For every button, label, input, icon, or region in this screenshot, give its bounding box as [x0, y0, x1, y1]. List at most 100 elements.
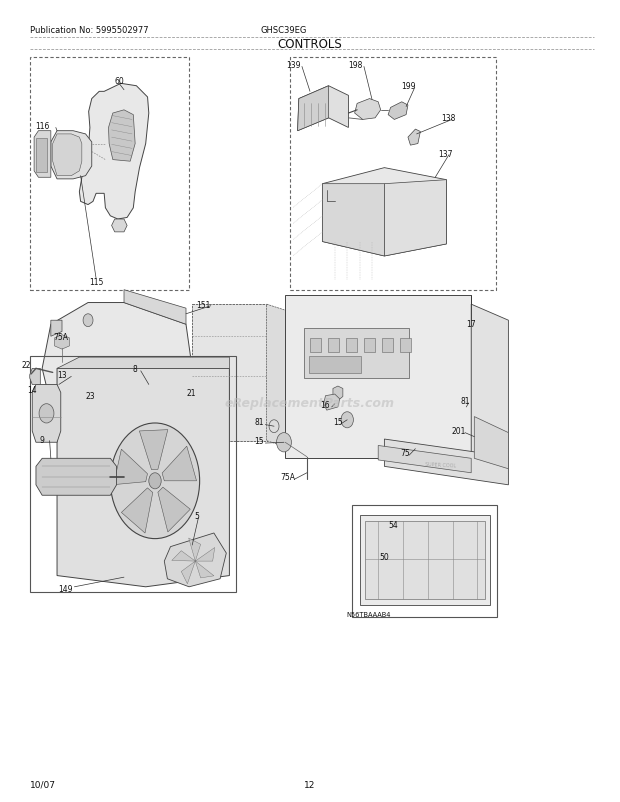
Polygon shape [322, 184, 384, 257]
Bar [352, 505, 497, 618]
Polygon shape [51, 321, 62, 337]
Polygon shape [360, 515, 490, 606]
Text: 8: 8 [133, 364, 138, 374]
Circle shape [341, 412, 353, 428]
Polygon shape [122, 488, 153, 533]
Text: 151: 151 [196, 300, 211, 310]
Text: 15: 15 [333, 417, 343, 427]
Polygon shape [162, 447, 197, 481]
Text: 54: 54 [388, 520, 398, 530]
Circle shape [269, 420, 279, 433]
Text: Publication No: 5995502977: Publication No: 5995502977 [30, 26, 148, 35]
Text: 115: 115 [89, 277, 104, 287]
Polygon shape [164, 533, 226, 587]
Circle shape [83, 314, 93, 327]
Polygon shape [57, 369, 229, 587]
Polygon shape [192, 305, 267, 441]
Polygon shape [32, 385, 61, 443]
Circle shape [39, 404, 54, 423]
Polygon shape [285, 295, 471, 459]
Text: 81: 81 [460, 396, 470, 406]
Polygon shape [140, 430, 168, 470]
Polygon shape [188, 538, 201, 561]
Polygon shape [79, 84, 149, 220]
Text: 23: 23 [85, 391, 95, 401]
Text: 139: 139 [286, 61, 301, 71]
Polygon shape [53, 135, 82, 176]
Bar [30, 58, 189, 290]
Polygon shape [55, 335, 69, 350]
Polygon shape [378, 446, 471, 473]
Text: 10/07: 10/07 [30, 780, 56, 789]
Polygon shape [195, 561, 214, 578]
Text: 199: 199 [401, 82, 415, 91]
Polygon shape [124, 290, 186, 325]
Text: 15: 15 [254, 436, 264, 446]
Text: 81: 81 [254, 417, 264, 427]
Text: 75: 75 [401, 448, 410, 458]
Polygon shape [34, 132, 51, 178]
Polygon shape [328, 338, 339, 353]
Polygon shape [384, 439, 508, 485]
Circle shape [149, 473, 161, 489]
Text: 75A: 75A [53, 332, 68, 342]
Polygon shape [322, 168, 446, 257]
Polygon shape [113, 450, 148, 485]
Polygon shape [364, 338, 375, 353]
Polygon shape [172, 551, 195, 561]
Polygon shape [355, 99, 381, 120]
Polygon shape [382, 338, 393, 353]
Polygon shape [36, 459, 117, 496]
Polygon shape [346, 338, 357, 353]
Text: 198: 198 [348, 61, 363, 71]
Polygon shape [384, 180, 446, 257]
Text: 21: 21 [186, 388, 196, 398]
Polygon shape [195, 548, 215, 561]
Bar [36, 139, 47, 172]
Polygon shape [158, 488, 190, 533]
Text: 5: 5 [195, 511, 200, 520]
Text: 13: 13 [57, 371, 67, 380]
Polygon shape [30, 369, 40, 385]
Circle shape [277, 433, 291, 452]
Polygon shape [298, 87, 329, 132]
Text: 16: 16 [321, 400, 330, 410]
Text: 75A: 75A [281, 472, 296, 482]
Polygon shape [324, 395, 340, 411]
Polygon shape [267, 305, 291, 449]
Text: N56TBAAAB4: N56TBAAAB4 [346, 611, 391, 618]
Polygon shape [333, 387, 343, 401]
Polygon shape [112, 220, 127, 233]
Text: 60: 60 [114, 77, 124, 87]
Text: CONTROLS: CONTROLS [278, 38, 342, 51]
Polygon shape [310, 338, 321, 353]
Text: 201: 201 [451, 426, 466, 435]
Bar [30, 357, 236, 592]
Text: 149: 149 [58, 584, 73, 593]
Polygon shape [57, 358, 229, 369]
Text: 9: 9 [40, 435, 45, 444]
Text: GHSC39EG: GHSC39EG [260, 26, 307, 35]
Text: eReplacementParts.com: eReplacementParts.com [225, 396, 395, 409]
Polygon shape [471, 305, 508, 469]
Polygon shape [181, 561, 195, 584]
Polygon shape [298, 87, 348, 132]
Polygon shape [388, 103, 408, 120]
Bar [309, 356, 361, 374]
Polygon shape [73, 388, 93, 406]
Text: 116: 116 [35, 122, 50, 132]
Text: 22: 22 [21, 360, 31, 370]
Polygon shape [108, 111, 135, 162]
Circle shape [110, 423, 200, 539]
Polygon shape [365, 521, 485, 599]
Text: 138: 138 [441, 114, 456, 124]
Bar [290, 58, 496, 290]
Polygon shape [304, 329, 409, 379]
Text: 50: 50 [379, 552, 389, 561]
Text: 12: 12 [304, 780, 316, 789]
Polygon shape [408, 130, 420, 146]
Text: 14: 14 [27, 385, 37, 395]
Polygon shape [51, 132, 92, 180]
Text: 137: 137 [438, 149, 453, 159]
Polygon shape [474, 417, 508, 469]
